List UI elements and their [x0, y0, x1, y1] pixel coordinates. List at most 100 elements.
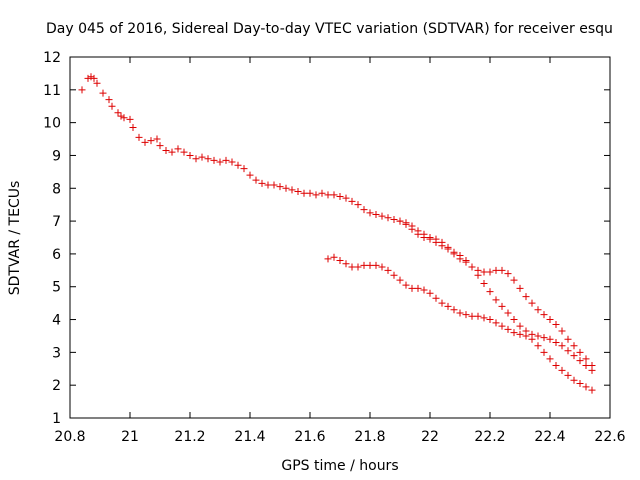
x-tick-label: 22.2	[474, 429, 505, 445]
data-point-track-b	[534, 306, 542, 314]
data-point-track-a	[336, 192, 344, 200]
data-point-track-b	[396, 217, 404, 225]
data-point-track-a	[282, 184, 290, 192]
data-point-track-c	[468, 312, 476, 320]
data-point-track-a	[147, 137, 155, 145]
data-point-track-a	[540, 334, 548, 342]
data-point-track-b	[516, 284, 524, 292]
data-point-track-b	[522, 293, 530, 301]
data-point-track-b	[582, 355, 590, 363]
y-tick-label: 12	[43, 50, 61, 66]
data-point-track-a	[84, 74, 92, 82]
x-tick-label: 20.8	[54, 429, 85, 445]
data-point-track-a	[228, 158, 236, 166]
x-tick-label: 22	[421, 429, 439, 445]
data-point-track-c	[516, 330, 524, 338]
data-point-track-a	[480, 279, 488, 287]
data-point-track-a	[330, 191, 338, 199]
data-point-track-b	[492, 266, 500, 274]
y-axis-label: SDTVAR / TECUs	[7, 181, 23, 296]
data-point-track-b	[546, 316, 554, 324]
data-point-track-b	[528, 299, 536, 307]
data-point-track-a	[582, 361, 590, 369]
data-point-track-a	[216, 158, 224, 166]
data-point-track-a	[87, 73, 95, 81]
x-axis-label: GPS time / hours	[281, 458, 398, 474]
data-point-track-a	[306, 189, 314, 197]
data-point-track-b	[432, 238, 440, 246]
data-point-track-a	[117, 112, 125, 120]
y-tick-label: 2	[52, 378, 61, 394]
data-point-track-c	[426, 289, 434, 297]
data-point-track-b	[498, 266, 506, 274]
data-point-track-a	[99, 89, 107, 97]
data-point-track-c	[324, 255, 332, 263]
data-point-track-c	[378, 263, 386, 271]
data-point-track-a	[105, 96, 113, 104]
data-point-track-c	[444, 302, 452, 310]
data-point-track-c	[450, 306, 458, 314]
data-point-track-a	[498, 302, 506, 310]
data-point-track-b	[390, 215, 398, 223]
data-point-track-c	[396, 276, 404, 284]
data-point-track-a	[258, 179, 266, 187]
data-point-track-b	[486, 268, 494, 276]
data-point-track-c	[576, 380, 584, 388]
data-point-track-c	[438, 299, 446, 307]
data-point-track-a	[222, 156, 230, 164]
data-point-track-b	[540, 311, 548, 319]
data-point-track-b	[570, 342, 578, 350]
data-point-track-a	[270, 181, 278, 189]
data-point-track-c	[456, 309, 464, 317]
data-point-track-a	[576, 357, 584, 365]
data-point-track-a	[114, 109, 122, 117]
data-point-track-b	[558, 327, 566, 335]
data-point-track-c	[402, 281, 410, 289]
data-point-track-a	[558, 342, 566, 350]
data-point-track-a	[192, 155, 200, 163]
data-point-track-c	[522, 332, 530, 340]
data-point-track-c	[432, 294, 440, 302]
data-point-track-b	[456, 255, 464, 263]
data-point-track-a	[378, 212, 386, 220]
data-point-track-a	[168, 148, 176, 156]
data-point-track-a	[312, 191, 320, 199]
y-tick-label: 4	[52, 313, 61, 329]
data-point-track-c	[348, 263, 356, 271]
data-point-track-b	[468, 263, 476, 271]
data-point-track-a	[153, 135, 161, 143]
data-point-track-a	[135, 133, 143, 141]
data-point-track-c	[534, 342, 542, 350]
data-point-track-a	[162, 147, 170, 155]
data-point-track-a	[504, 309, 512, 317]
data-point-track-c	[528, 335, 536, 343]
data-point-track-b	[420, 234, 428, 241]
chart-title: Day 045 of 2016, Sidereal Day-to-day VTE…	[46, 21, 613, 37]
data-points	[78, 73, 596, 394]
y-tick-label: 7	[52, 214, 61, 230]
data-point-track-b	[588, 361, 596, 369]
data-point-track-c	[372, 261, 380, 269]
data-point-track-a	[534, 332, 542, 340]
data-point-track-b	[510, 276, 518, 284]
x-tick-label: 21.6	[294, 429, 325, 445]
data-point-track-a	[78, 86, 86, 94]
data-point-track-c	[564, 371, 572, 379]
data-point-track-a	[384, 214, 392, 222]
x-tick-label: 22.4	[534, 429, 565, 445]
data-point-track-a	[234, 161, 242, 169]
data-point-track-a	[552, 339, 560, 347]
data-point-track-c	[510, 329, 518, 337]
data-point-track-a	[510, 316, 518, 324]
x-tick-label: 22.6	[594, 429, 625, 445]
y-tick-label: 6	[52, 247, 61, 263]
data-point-track-b	[414, 230, 422, 238]
data-point-track-a	[141, 138, 149, 146]
data-point-track-b	[450, 250, 458, 258]
data-point-track-a	[300, 189, 308, 197]
data-point-track-a	[174, 145, 182, 153]
data-point-track-c	[498, 322, 506, 330]
data-point-track-c	[330, 253, 338, 261]
data-point-track-a	[210, 156, 218, 164]
